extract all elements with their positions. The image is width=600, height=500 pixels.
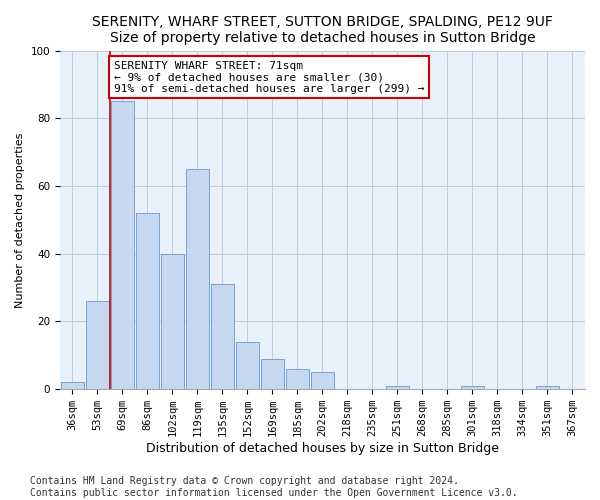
Bar [236,342,259,389]
Bar [136,213,158,389]
Bar [261,358,284,389]
Bar [86,301,109,389]
Y-axis label: Number of detached properties: Number of detached properties [15,132,25,308]
Bar [61,382,83,389]
Bar [311,372,334,389]
Bar [111,102,134,389]
Bar [286,369,308,389]
Bar [461,386,484,389]
Bar [211,284,233,389]
Text: SERENITY WHARF STREET: 71sqm
← 9% of detached houses are smaller (30)
91% of sem: SERENITY WHARF STREET: 71sqm ← 9% of det… [113,60,424,94]
Bar [186,169,209,389]
Bar [536,386,559,389]
Bar [386,386,409,389]
Text: Contains HM Land Registry data © Crown copyright and database right 2024.
Contai: Contains HM Land Registry data © Crown c… [30,476,518,498]
Title: SERENITY, WHARF STREET, SUTTON BRIDGE, SPALDING, PE12 9UF
Size of property relat: SERENITY, WHARF STREET, SUTTON BRIDGE, S… [92,15,553,45]
X-axis label: Distribution of detached houses by size in Sutton Bridge: Distribution of detached houses by size … [146,442,499,455]
Bar [161,254,184,389]
